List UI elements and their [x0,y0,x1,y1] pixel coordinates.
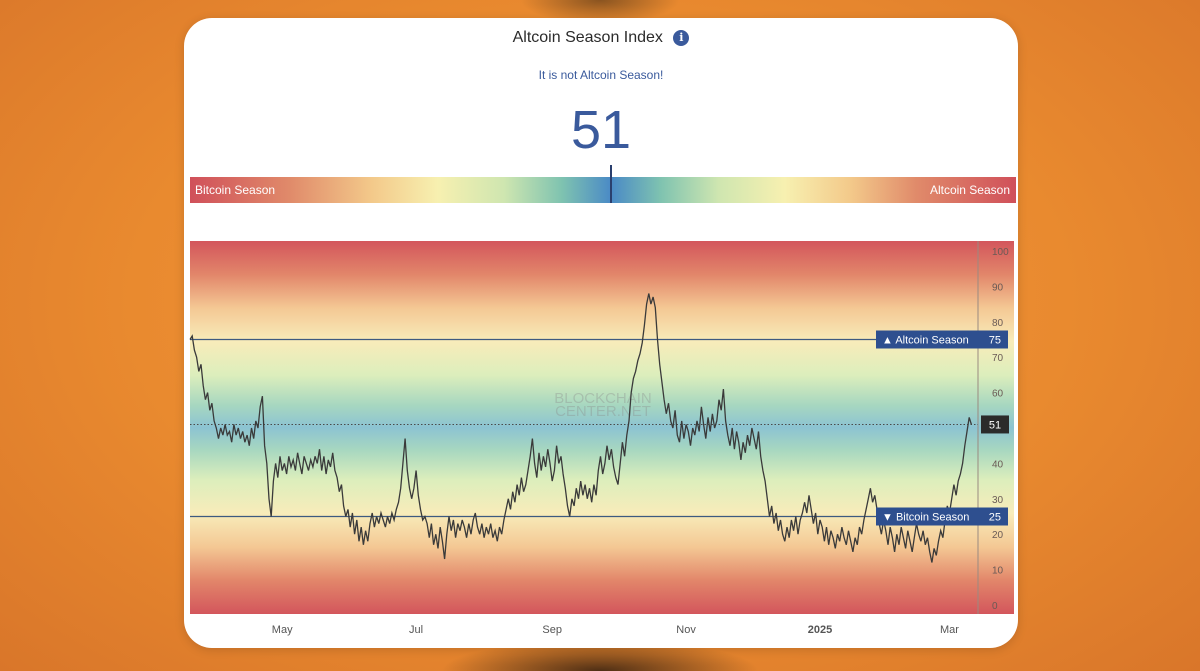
threshold-value: 25 [989,512,1001,524]
x-tick-label: Jul [409,624,423,636]
y-tick-label: 70 [992,353,1004,364]
y-tick-label: 100 [992,247,1009,258]
chart-background [190,241,978,614]
y-tick-label: 80 [992,318,1004,329]
season-gauge: Bitcoin Season Altcoin Season [190,165,1016,203]
current-value-label: 51 [981,415,1009,434]
series-line [189,293,973,563]
x-tick-labels: MayJulSepNov2025MarMayJul [272,624,959,636]
gauge-right-label: Altcoin Season [929,183,1010,197]
x-tick-label: Mar [940,624,959,636]
threshold-lines [190,338,978,518]
threshold-labels: ▲ Altcoin Season 75 ▼ Bitcoin Season 25 [876,330,1008,526]
title-row: Altcoin Season Index i [184,29,1018,47]
threshold-label-bg [876,330,1008,349]
x-tick-label: Sep [542,624,562,636]
y-tick-label: 20 [992,530,1004,541]
watermark: BLOCKCHAIN CENTER.NET [554,390,652,420]
x-tick-label: Nov [676,624,696,636]
threshold-value: 75 [989,335,1001,347]
threshold-label: ▲ Altcoin Season [882,335,969,347]
current-label-bg [981,415,1009,434]
threshold-label-bg [876,507,1008,526]
gauge-marker [610,165,613,203]
y-tick-label: 0 [992,601,998,612]
gauge-left-label: Bitcoin Season [195,183,276,197]
index-value: 51 [570,100,632,160]
page-title: Altcoin Season Index [512,29,663,46]
y-tick-label: 60 [992,389,1004,400]
y-tick-label: 40 [992,459,1004,470]
threshold-label: ▼ Bitcoin Season [882,512,969,524]
y-tick-label: 90 [992,282,1004,293]
index-chart: 0102030405060708090100 MayJulSepNov2025M… [189,241,1014,636]
x-tick-label: 2025 [808,624,832,636]
y-tick-label: 30 [992,495,1004,506]
status-text: It is not Altcoin Season! [538,68,664,82]
current-label-text: 51 [989,419,1001,431]
y-tick-label: 10 [992,566,1004,577]
watermark-line1: BLOCKCHAIN [554,390,652,407]
index-card: Altcoin Season Index i It is not Altcoin… [184,18,1018,648]
info-icon[interactable]: i [673,30,690,46]
x-tick-label: May [272,624,293,636]
watermark-line2: CENTER.NET [555,403,651,420]
